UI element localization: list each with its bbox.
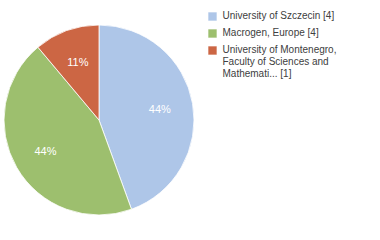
svg-text:University of Montenegro,Facul: University of Montenegro,Faculty of Scie… bbox=[223, 44, 337, 79]
svg-text:11%: 11% bbox=[67, 56, 88, 68]
svg-text:44%: 44% bbox=[35, 145, 57, 157]
svg-text:University of Szczecin [4]: University of Szczecin [4] bbox=[223, 10, 335, 21]
svg-text:44%: 44% bbox=[149, 103, 171, 115]
svg-text:Macrogen, Europe [4]: Macrogen, Europe [4] bbox=[223, 27, 319, 38]
